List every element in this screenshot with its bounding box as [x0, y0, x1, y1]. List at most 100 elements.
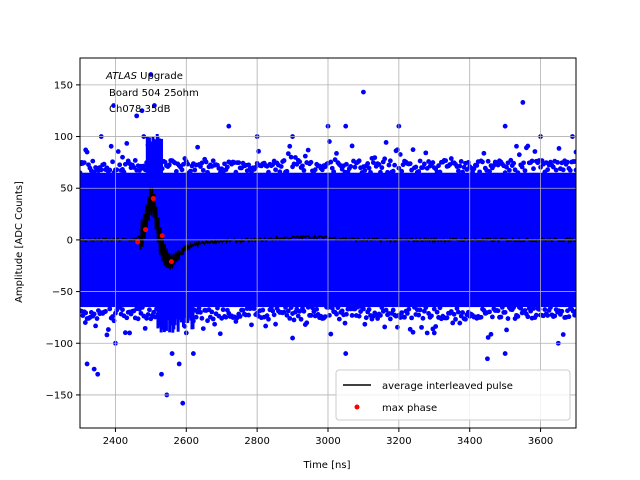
sample-point — [555, 160, 560, 165]
x-tick-label: 3400 — [457, 436, 482, 447]
outlier-point — [91, 366, 97, 372]
y-axis-label: Amplitude [ADC Counts] — [14, 181, 25, 303]
sample-point — [565, 159, 570, 165]
sample-point — [399, 168, 405, 174]
sample-point — [312, 167, 318, 173]
sample-point — [260, 307, 266, 313]
sample-point — [322, 314, 328, 320]
sample-point — [378, 169, 383, 175]
sample-point — [516, 152, 522, 158]
sample-point — [430, 160, 436, 165]
sample-point — [305, 147, 311, 153]
sample-point — [200, 326, 206, 332]
sample-point — [334, 311, 339, 317]
sample-point — [410, 147, 416, 153]
sample-point — [251, 306, 257, 311]
sample-point — [421, 308, 427, 314]
sample-point — [209, 309, 215, 315]
sample-point — [288, 154, 294, 160]
outlier-point — [80, 159, 85, 165]
sample-point — [195, 144, 201, 150]
x-tick-label: 2400 — [103, 436, 128, 447]
sample-point — [511, 160, 517, 166]
sample-point — [342, 320, 348, 326]
sample-point — [457, 163, 463, 169]
gridlines — [79, 57, 577, 429]
sample-point — [339, 308, 345, 314]
sample-point — [199, 160, 205, 166]
sample-point — [436, 163, 441, 169]
sample-point — [489, 314, 495, 320]
sample-point — [344, 311, 349, 317]
sample-point — [514, 143, 519, 149]
sample-point — [370, 160, 376, 165]
x-axis: 2400 2600 2800 3000 3200 3400 3600 — [103, 428, 553, 447]
sample-point — [504, 164, 509, 170]
sample-point — [305, 304, 311, 310]
x-tick-label: 2800 — [244, 436, 269, 447]
sample-point — [145, 312, 151, 317]
sample-point — [495, 308, 501, 314]
y-tick-label: −150 — [46, 390, 73, 401]
max-phase-point — [135, 239, 141, 245]
sample-point — [417, 307, 423, 313]
sample-point — [531, 306, 536, 311]
sample-point — [542, 307, 548, 312]
sample-point — [552, 313, 558, 319]
outlier-point — [127, 330, 132, 336]
max-phase-point — [143, 227, 149, 233]
sample-point — [383, 307, 389, 313]
sample-point — [382, 156, 388, 162]
sample-point — [399, 310, 405, 316]
outlier-point — [485, 356, 490, 362]
sample-point — [105, 327, 111, 332]
sample-point — [406, 306, 412, 312]
sample-point — [188, 168, 193, 174]
sample-point — [567, 168, 573, 173]
sample-point — [362, 168, 368, 173]
sample-point — [455, 168, 461, 174]
outlier-point — [84, 361, 90, 367]
sample-point — [506, 167, 512, 173]
outlier-point — [573, 149, 576, 155]
sample-point — [240, 307, 246, 313]
sample-point — [273, 167, 278, 173]
sample-point — [387, 158, 393, 164]
sample-point — [349, 143, 355, 149]
sample-point — [437, 305, 443, 311]
sample-point — [460, 310, 466, 315]
outlier-point — [520, 100, 526, 105]
sample-point — [363, 315, 369, 321]
sample-point — [192, 167, 198, 173]
sample-point — [474, 163, 480, 168]
sample-point — [375, 316, 380, 321]
legend-entry-average: average interleaved pulse — [382, 381, 513, 392]
sample-point — [545, 313, 551, 318]
sample-point — [545, 167, 551, 173]
sample-point — [287, 143, 293, 149]
sample-point — [413, 164, 419, 170]
sample-point — [383, 140, 389, 145]
sample-point — [423, 150, 429, 156]
outlier-point — [190, 351, 196, 356]
y-tick-label: −100 — [46, 339, 73, 350]
sample-point — [196, 305, 202, 311]
sample-point — [368, 169, 373, 175]
sample-point — [463, 316, 468, 322]
sample-point — [437, 169, 443, 175]
sample-point — [335, 305, 341, 311]
sample-point — [460, 169, 466, 175]
sample-point — [379, 305, 385, 310]
sample-point — [249, 322, 254, 328]
sample-point — [210, 158, 216, 164]
sample-point — [110, 159, 115, 165]
sample-point — [287, 315, 293, 321]
outlier-point — [176, 361, 182, 367]
sample-point — [301, 308, 307, 314]
outlier-point — [431, 330, 437, 336]
sample-point — [319, 167, 325, 173]
sample-point — [417, 158, 423, 164]
sample-point — [173, 169, 179, 174]
sample-point — [559, 308, 565, 314]
sample-point — [237, 313, 243, 319]
